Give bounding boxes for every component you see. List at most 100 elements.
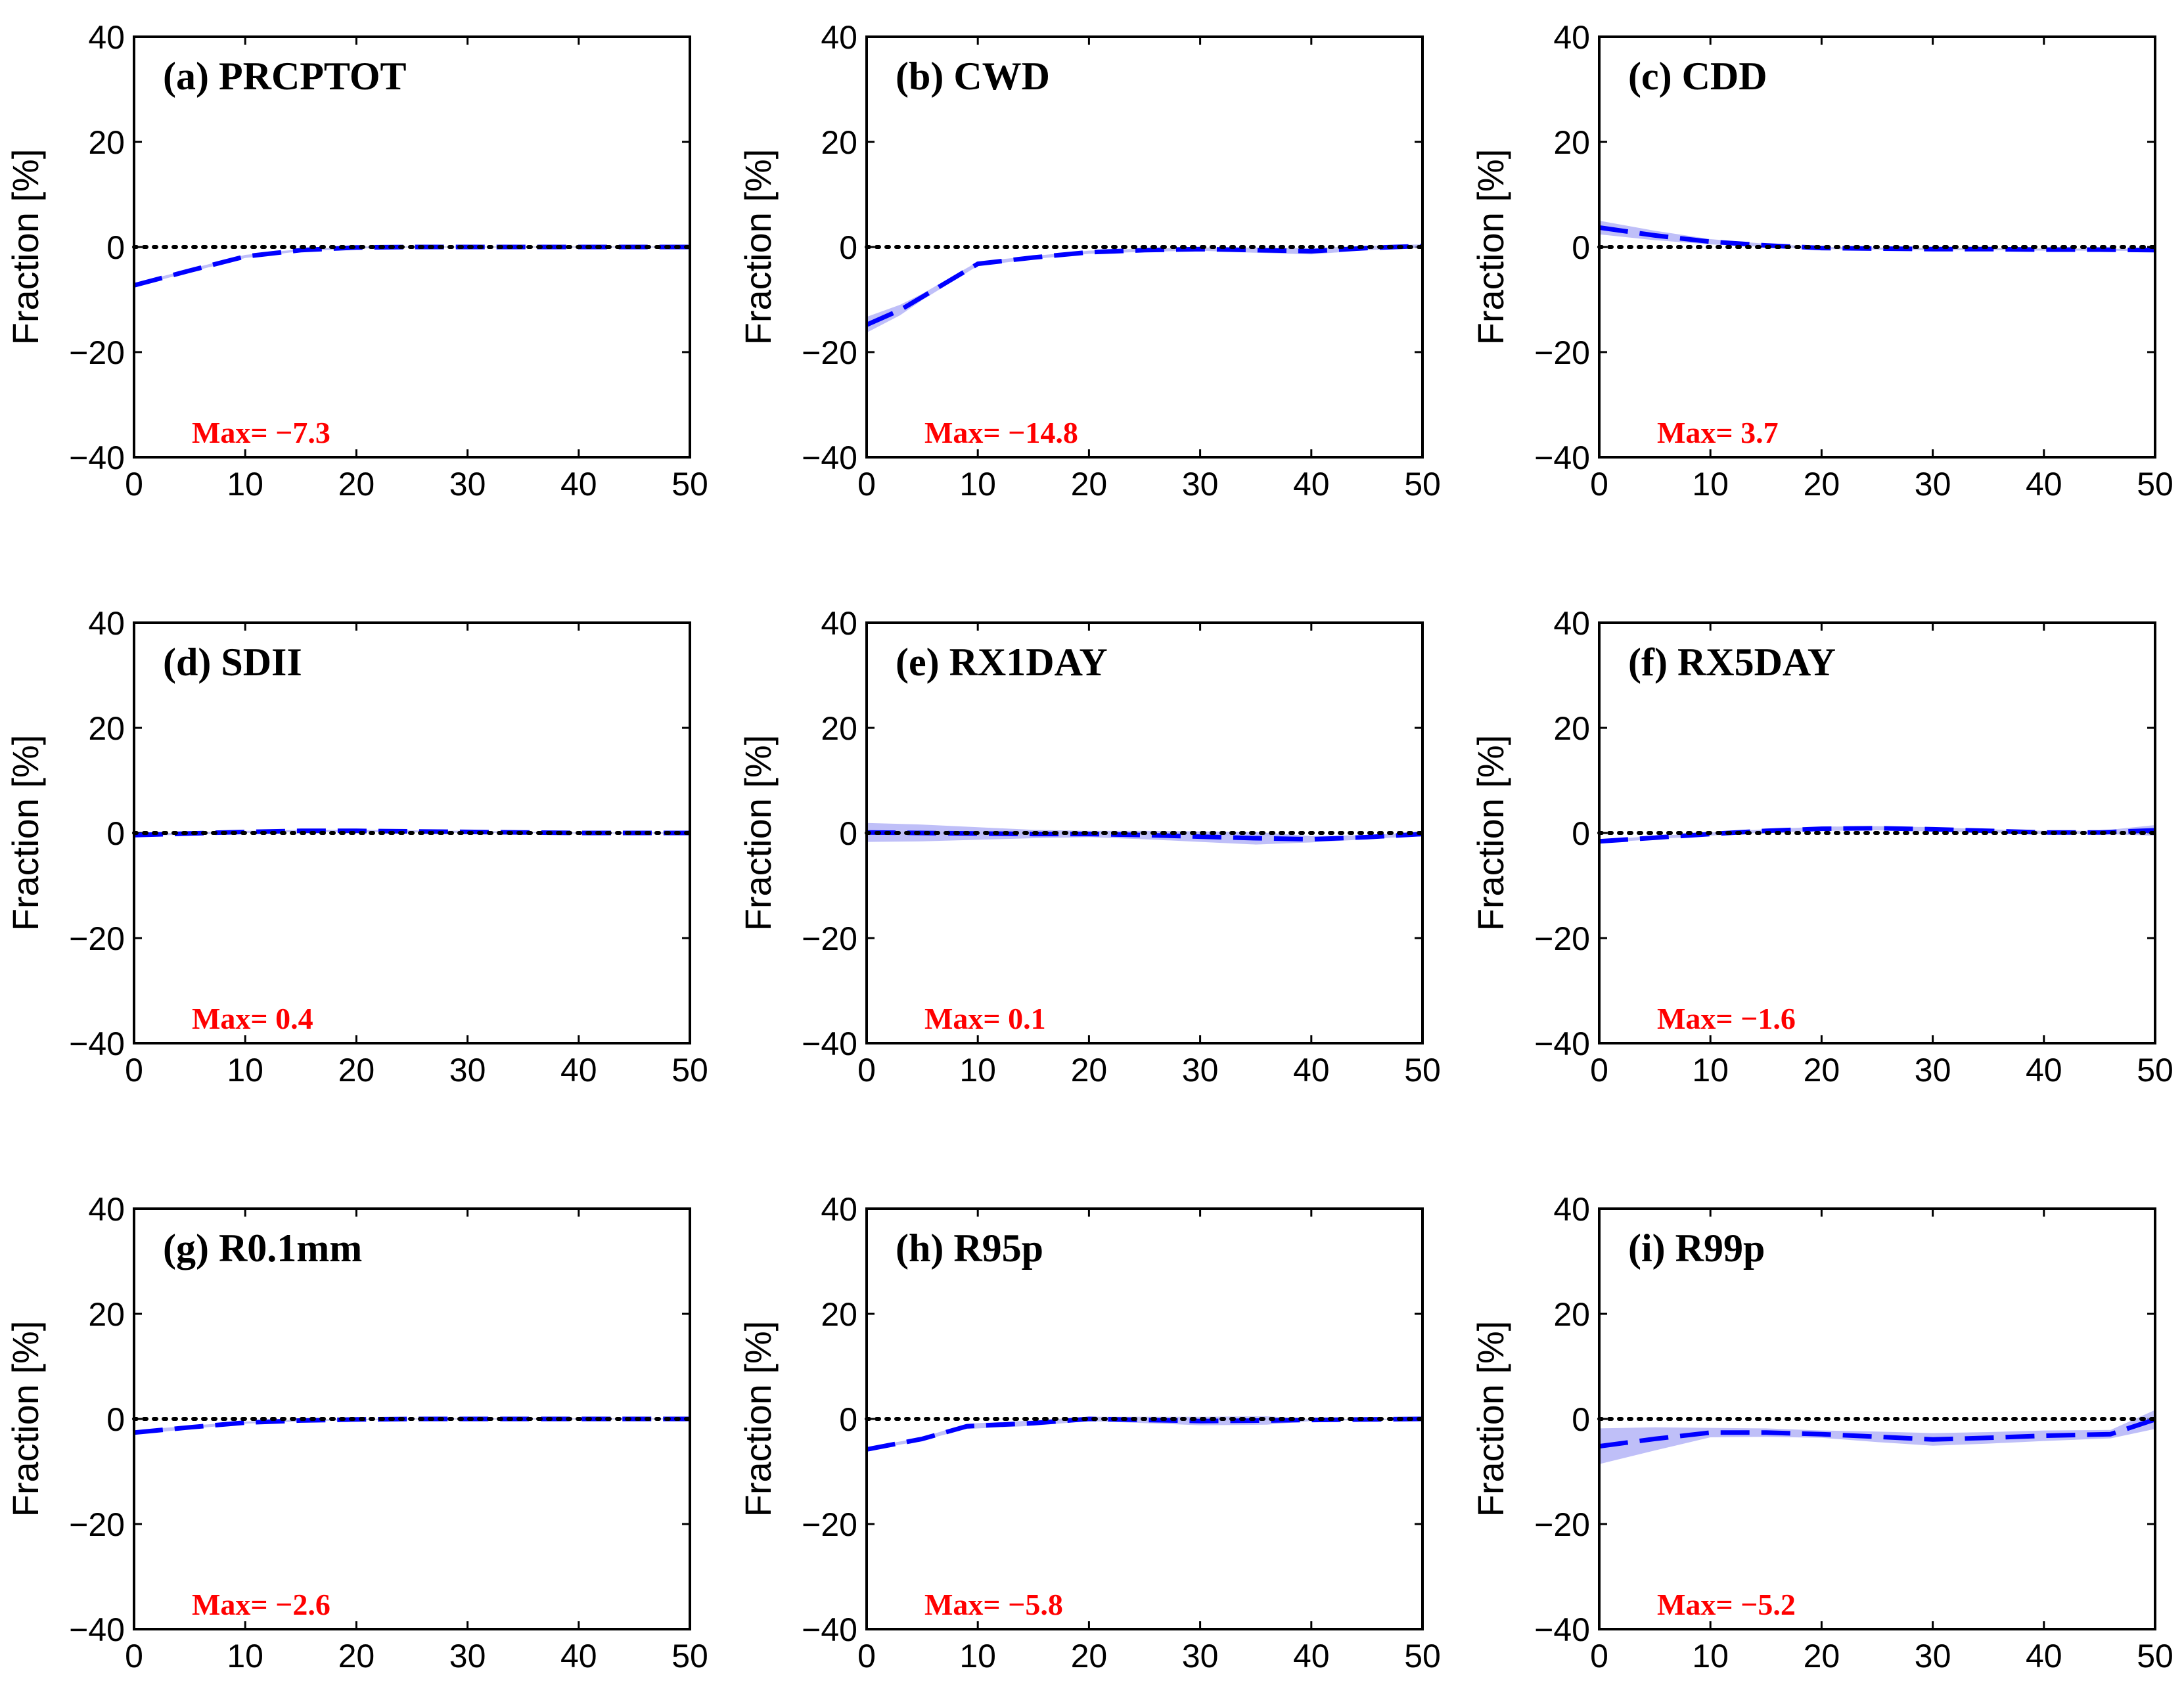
x-tick-label: 0 [1590,1052,1608,1089]
y-tick-label: 40 [1553,1191,1590,1228]
x-tick-label: 10 [959,1052,996,1089]
y-tick-label: 40 [821,19,857,56]
y-tick-label: −40 [802,439,857,476]
max-annotation: Max= −5.8 [924,1588,1063,1621]
y-tick-label: 20 [88,710,125,747]
panel-title: (d) SDII [163,640,302,684]
x-tick-label: 0 [125,1052,143,1089]
x-tick-label: 10 [959,466,996,503]
panel-7: 0 10 20 30 40 50 40 20 0 −20 −40 Fraction [%] (g) R0… [5,1191,708,1674]
y-tick-label: −20 [802,334,857,371]
panel-title: (a) PRCPTOT [163,55,407,98]
axes-frame [1598,35,2156,459]
panel-9: 0 10 20 30 40 50 40 20 0 −20 −40 Fraction [%] (i) R9… [1470,1191,2173,1674]
panel-title: (b) CWD [896,55,1050,98]
x-tick-label: 30 [449,1638,486,1674]
y-tick-label: −40 [802,1611,857,1648]
x-tick-label: 10 [227,466,263,503]
series-line [866,1416,1423,1452]
y-tick-label: 0 [1572,1401,1590,1438]
x-tick-label: 30 [449,1052,486,1089]
panel-title: (f) RX5DAY [1628,640,1836,684]
x-tick-label: 50 [2137,1052,2173,1089]
y-axis-label: Fraction [%] [1470,149,1511,346]
x-tick-label: 30 [1182,466,1219,503]
y-tick-label: −20 [69,334,125,371]
x-tick-label: 20 [1071,466,1108,503]
x-tick-label: 0 [125,1638,143,1674]
y-tick-label: −40 [1534,1611,1590,1648]
y-tick-label: −40 [69,1611,125,1648]
panel-6: 0 10 20 30 40 50 40 20 0 −20 −40 Fraction [%] (f) RX… [1470,605,2173,1089]
x-tick-label: 50 [1404,466,1441,503]
panel-title: (i) R99p [1628,1226,1765,1270]
y-tick-label: 20 [821,710,857,747]
x-tick-label: 10 [227,1638,263,1674]
y-axis-label: Fraction [%] [5,149,46,346]
x-tick-label: 40 [560,1638,597,1674]
panel-4: 0 10 20 30 40 50 40 20 0 −20 −40 Fraction [%] (d) SD… [5,605,708,1089]
y-tick-label: −20 [802,1506,857,1543]
y-tick-label: −40 [1534,439,1590,476]
x-tick-label: 20 [1804,466,1840,503]
max-annotation: Max= −2.6 [192,1588,330,1621]
x-tick-label: 20 [338,466,375,503]
x-tick-label: 20 [1071,1052,1108,1089]
y-tick-label: −20 [69,920,125,957]
x-tick-label: 40 [2026,1052,2062,1089]
series-line [865,243,1423,327]
y-tick-label: 20 [1553,124,1590,161]
axes-frame [1598,621,2156,1044]
y-axis-label: Fraction [%] [5,735,46,932]
axes-frame [1598,1207,2156,1630]
y-tick-label: 0 [839,815,857,852]
axes-frame [865,35,1424,459]
max-annotation: Max= −7.3 [192,416,330,449]
x-tick-label: 0 [857,1638,876,1674]
panel-title: (c) CDD [1628,55,1767,98]
series-line [1599,225,2156,253]
y-tick-label: −20 [69,1506,125,1543]
y-tick-label: −40 [69,1025,125,1062]
panel-3: 0 10 20 30 40 50 40 20 0 −20 −40 Fraction [%] (c) CD… [1470,19,2173,503]
x-tick-label: 30 [1182,1052,1219,1089]
x-tick-label: 50 [1404,1638,1441,1674]
uncertainty-band [867,244,1422,333]
y-tick-label: 20 [821,124,857,161]
x-tick-label: 10 [1692,1052,1729,1089]
series-line [133,1416,690,1435]
axes-frame [133,1207,691,1630]
x-tick-label: 10 [1692,1638,1729,1674]
x-tick-label: 30 [1915,466,1951,503]
y-tick-label: 0 [1572,229,1590,266]
y-axis-label: Fraction [%] [1470,735,1511,932]
y-tick-label: 20 [1553,710,1590,747]
x-tick-label: 20 [1804,1638,1840,1674]
x-tick-label: 50 [2137,1638,2173,1674]
x-tick-label: 30 [1915,1638,1951,1674]
series-line [1599,1417,2156,1449]
y-axis-label: Fraction [%] [5,1321,46,1517]
panel-8: 0 10 20 30 40 50 40 20 0 −20 −40 Fraction [%] (h) R9… [737,1191,1441,1674]
y-tick-label: 40 [88,1191,125,1228]
x-tick-label: 20 [1071,1638,1108,1674]
panel-title: (h) R95p [896,1226,1043,1270]
panel-2: 0 10 20 30 40 50 40 20 0 −20 −40 Fraction [%] (b) CW… [737,19,1441,503]
y-tick-label: −40 [69,439,125,476]
axes-frame [865,1207,1424,1630]
x-tick-label: 50 [1404,1052,1441,1089]
y-tick-label: 20 [88,1296,125,1333]
x-tick-label: 50 [671,1638,708,1674]
x-tick-label: 30 [1915,1052,1951,1089]
axes-frame [133,35,691,459]
max-annotation: Max= −1.6 [1657,1002,1796,1035]
panel-1: 0 10 20 30 40 50 40 20 0 −20 −40 Fraction [%] (a) PR… [5,19,708,503]
panel-title: (e) RX1DAY [896,640,1108,684]
y-tick-label: −20 [802,920,857,957]
y-tick-label: 40 [88,19,125,56]
max-annotation: Max= −14.8 [924,416,1078,449]
x-tick-label: 10 [1692,466,1729,503]
y-tick-label: 40 [821,1191,857,1228]
y-tick-label: 40 [88,605,125,642]
y-tick-label: 0 [106,1401,125,1438]
